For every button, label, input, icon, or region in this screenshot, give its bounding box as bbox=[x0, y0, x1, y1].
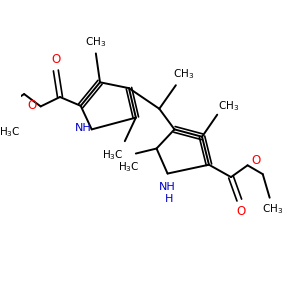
Text: H: H bbox=[165, 194, 173, 204]
Text: H$_3$C: H$_3$C bbox=[118, 160, 140, 174]
Text: O: O bbox=[251, 154, 260, 166]
Text: CH$_3$: CH$_3$ bbox=[262, 202, 283, 216]
Text: O: O bbox=[28, 99, 37, 112]
Text: NH: NH bbox=[75, 123, 92, 133]
Text: CH$_3$: CH$_3$ bbox=[218, 100, 239, 113]
Text: O: O bbox=[236, 205, 245, 218]
Text: H$_3$C: H$_3$C bbox=[102, 148, 123, 162]
Text: H$_3$C: H$_3$C bbox=[0, 125, 21, 139]
Text: CH$_3$: CH$_3$ bbox=[173, 67, 194, 81]
Text: CH$_3$: CH$_3$ bbox=[85, 35, 106, 49]
Text: NH: NH bbox=[159, 182, 176, 192]
Text: O: O bbox=[52, 53, 61, 66]
